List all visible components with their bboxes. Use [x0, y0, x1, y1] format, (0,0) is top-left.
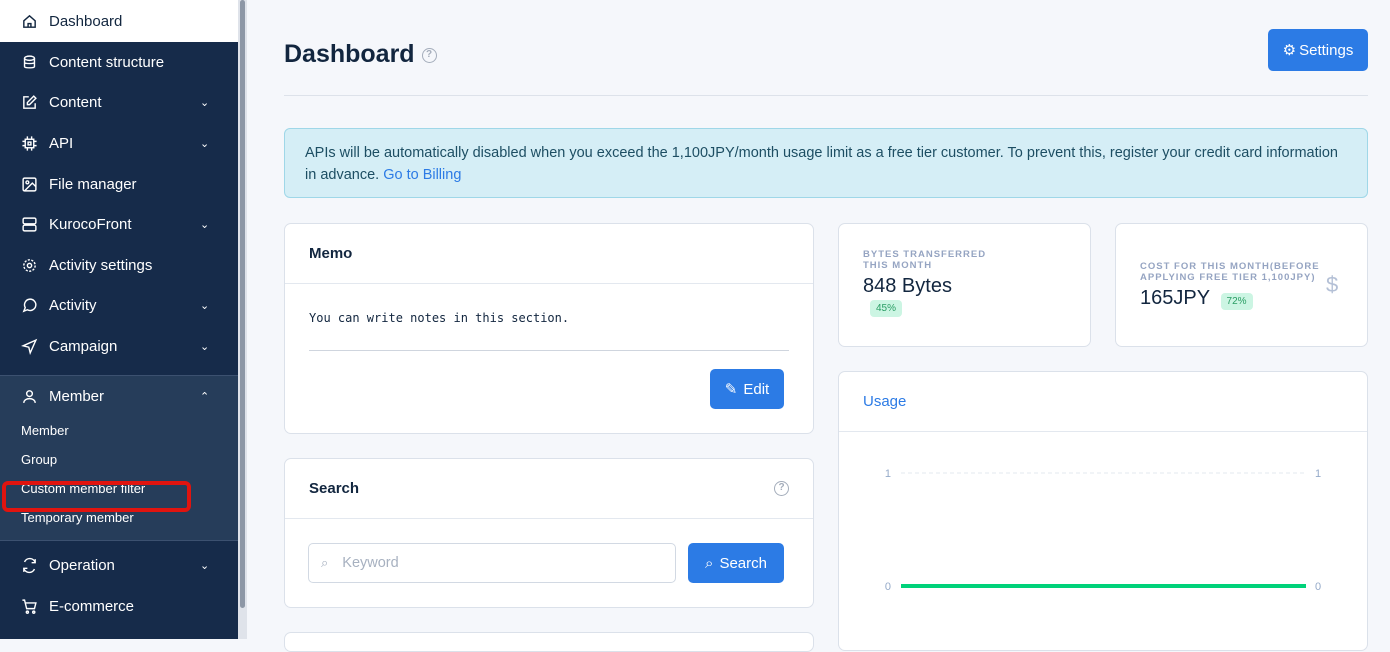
sidebar-item-api[interactable]: API ⌄ [0, 123, 238, 164]
y-tick-left: 1 [885, 468, 891, 480]
chevron-down-icon[interactable]: ⌄ [200, 219, 210, 232]
y-tick-left: 0 [885, 581, 891, 593]
image-icon [22, 176, 37, 192]
pencil-icon: ✎ [724, 381, 738, 398]
gear-icon: ⚙ [1282, 42, 1297, 59]
sidebar-item-label: Operation [49, 557, 115, 575]
stat-label: COST FOR THIS MONTH(BEFORE [1140, 261, 1320, 272]
sidebar-group-member: Member ⌃ Member Group Custom member filt… [0, 374, 238, 542]
chevron-down-icon[interactable]: ⌄ [200, 97, 210, 110]
scrollbar-thumb[interactable] [240, 0, 245, 608]
edit-button[interactable]: ✎ Edit [710, 369, 784, 409]
billing-alert: APIs will be automatically disabled when… [284, 128, 1368, 198]
billing-link[interactable]: Go to Billing [383, 167, 462, 183]
search-title: Search [309, 480, 360, 497]
search-icon: ⌕ [705, 554, 714, 572]
stat-badge: 72% [1220, 293, 1253, 310]
sidebar-subitem-temporary-member[interactable]: Temporary member [21, 510, 134, 526]
database-icon [23, 55, 36, 69]
sidebar-item-activity-settings[interactable]: Activity settings [0, 245, 238, 286]
sidebar-item-label: Activity settings [49, 256, 153, 274]
bytes-stat-card: BYTES TRANSFERRED THIS MONTH 848 Bytes 4… [838, 223, 1091, 347]
memo-card: Memo You can write notes in this section… [284, 223, 814, 434]
page-title: Dashboard ? [284, 40, 437, 69]
sidebar-subitem-custom-member-filter[interactable]: Custom member filter [21, 481, 146, 497]
chevron-down-icon[interactable]: ⌄ [200, 300, 210, 313]
cost-stat-card: COST FOR THIS MONTH(BEFORE APPLYING FREE… [1115, 223, 1368, 347]
sidebar: Dashboard Content structure Content ⌄ API ⌄ Fi… [0, 0, 238, 639]
sidebar-item-label: Member [49, 387, 105, 405]
sidebar-subitem-member[interactable]: Member [21, 423, 69, 439]
sidebar-item-label: Content structure [49, 53, 165, 71]
divider [284, 95, 1368, 96]
chat-icon [22, 298, 37, 313]
usage-chart: 1 1 0 0 [885, 468, 1321, 593]
sidebar-item-e-commerce[interactable]: E-commerce [0, 586, 238, 627]
dollar-icon: $ [1326, 272, 1339, 297]
sidebar-item-content[interactable]: Content ⌄ [0, 83, 238, 124]
sidebar-item-content-structure[interactable]: Content structure [0, 42, 238, 83]
usage-title: Usage [839, 372, 1367, 432]
help-icon[interactable]: ? [421, 47, 437, 63]
stat-value: 848 Bytes [863, 275, 952, 297]
gear-icon [23, 258, 36, 272]
home-icon [23, 14, 36, 28]
usage-card: Usage 1 1 0 0 [838, 371, 1368, 651]
sidebar-item-label: KurocoFront [49, 216, 132, 234]
y-tick-right: 1 [1315, 468, 1321, 480]
chip-icon [22, 136, 37, 151]
sidebar-scrollbar[interactable] [238, 0, 247, 639]
sidebar-item-label: API [49, 134, 74, 152]
stat-label: THIS MONTH [863, 260, 933, 271]
highlight-annotation [2, 481, 191, 512]
sidebar-item-label: File manager [49, 175, 137, 193]
refresh-icon [23, 558, 36, 574]
sidebar-item-campaign[interactable]: Campaign ⌄ [0, 326, 238, 367]
sidebar-item-kurocofront[interactable]: KurocoFront ⌄ [0, 204, 238, 245]
sidebar-item-file-manager[interactable]: File manager [0, 164, 238, 205]
cart-icon [22, 599, 37, 614]
sidebar-item-label: E-commerce [49, 597, 135, 615]
sidebar-item-label: Dashboard [49, 12, 123, 30]
next-card [284, 632, 814, 652]
chevron-down-icon[interactable]: ⌄ [200, 340, 210, 353]
sidebar-item-label: Content [49, 94, 102, 112]
sidebar-item-label: Campaign [49, 337, 118, 355]
sidebar-subitem-group[interactable]: Group [21, 452, 58, 468]
sidebar-item-operation[interactable]: Operation ⌄ [0, 545, 238, 586]
chevron-down-icon[interactable]: ⌄ [200, 560, 210, 573]
sidebar-item-activity[interactable]: Activity ⌄ [0, 286, 238, 327]
y-tick-right: 0 [1315, 581, 1321, 593]
chevron-down-icon[interactable]: ⌄ [200, 137, 210, 150]
sidebar-item-dashboard[interactable]: Dashboard [0, 0, 238, 42]
sidebar-item-member[interactable]: Member ⌃ [0, 376, 238, 417]
settings-button[interactable]: ⚙ Settings [1268, 29, 1368, 71]
sidebar-item-label: Activity [49, 297, 97, 315]
server-icon [22, 217, 37, 232]
stat-badge: 45% [870, 300, 903, 317]
edit-icon [23, 95, 37, 110]
search-card: Search? ⌕ Keyword ⌕ Search [284, 458, 814, 608]
help-icon[interactable]: ? [774, 481, 789, 496]
user-icon [23, 389, 36, 403]
chevron-up-icon[interactable]: ⌃ [200, 390, 210, 403]
stat-label: APPLYING FREE TIER 1,100JPY) [1140, 272, 1316, 283]
memo-text: You can write notes in this section. [309, 284, 789, 351]
search-button[interactable]: ⌕ Search [688, 543, 784, 583]
send-icon [21, 338, 38, 355]
search-input[interactable]: ⌕ Keyword [308, 543, 676, 583]
stat-value: 165JPY [1140, 287, 1211, 309]
memo-title: Memo [285, 224, 813, 284]
stat-label: BYTES TRANSFERRED [863, 249, 987, 260]
sidebar-nav-lower: Operation ⌄ E-commerce [0, 545, 238, 626]
search-icon: ⌕ [321, 555, 329, 570]
sidebar-nav: Dashboard Content structure Content ⌄ API ⌄ Fi… [0, 0, 238, 367]
